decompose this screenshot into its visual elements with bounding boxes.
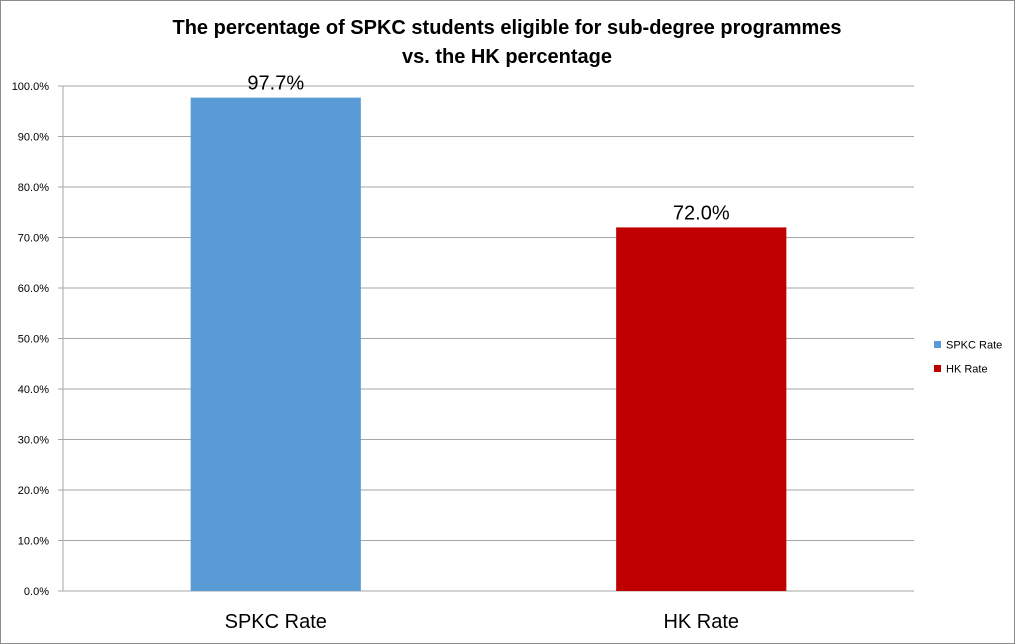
y-tick-label: 70.0% <box>18 233 49 245</box>
x-category-label: SPKC Rate <box>225 611 327 633</box>
chart-title-line-1: The percentage of SPKC students eligible… <box>172 17 841 39</box>
x-axis-categories: SPKC Rate HK Rate <box>225 611 739 633</box>
data-labels: 97.7% 72.0% <box>247 73 729 225</box>
y-tick-label: 80.0% <box>18 182 49 194</box>
y-tick-label: 30.0% <box>18 435 49 447</box>
y-axis-ticks: 0.0% 10.0% 20.0% 30.0% 40.0% 50.0% 60.0% 70.0% 8… <box>12 81 63 598</box>
y-tick-label: 100.0% <box>12 81 50 93</box>
chart-title-line-2: vs. the HK percentage <box>402 46 612 68</box>
bar-spkc-rate <box>190 97 361 592</box>
y-tick-label: 40.0% <box>18 384 49 396</box>
x-category-label: HK Rate <box>663 611 739 633</box>
legend-swatch <box>934 341 941 348</box>
y-tick-label: 0.0% <box>24 586 49 598</box>
data-label: 97.7% <box>247 73 304 95</box>
legend-label: SPKC Rate <box>946 340 1002 352</box>
y-tick-label: 20.0% <box>18 485 49 497</box>
data-label: 72.0% <box>673 202 730 224</box>
y-tick-label: 10.0% <box>18 536 49 548</box>
legend: SPKC Rate HK Rate <box>934 340 1002 376</box>
bars <box>190 97 787 592</box>
legend-label: HK Rate <box>946 364 988 376</box>
y-tick-label: 90.0% <box>18 132 49 144</box>
legend-swatch <box>934 365 941 372</box>
y-tick-label: 60.0% <box>18 283 49 295</box>
y-tick-label: 50.0% <box>18 334 49 346</box>
bar-hk-rate <box>616 227 787 591</box>
